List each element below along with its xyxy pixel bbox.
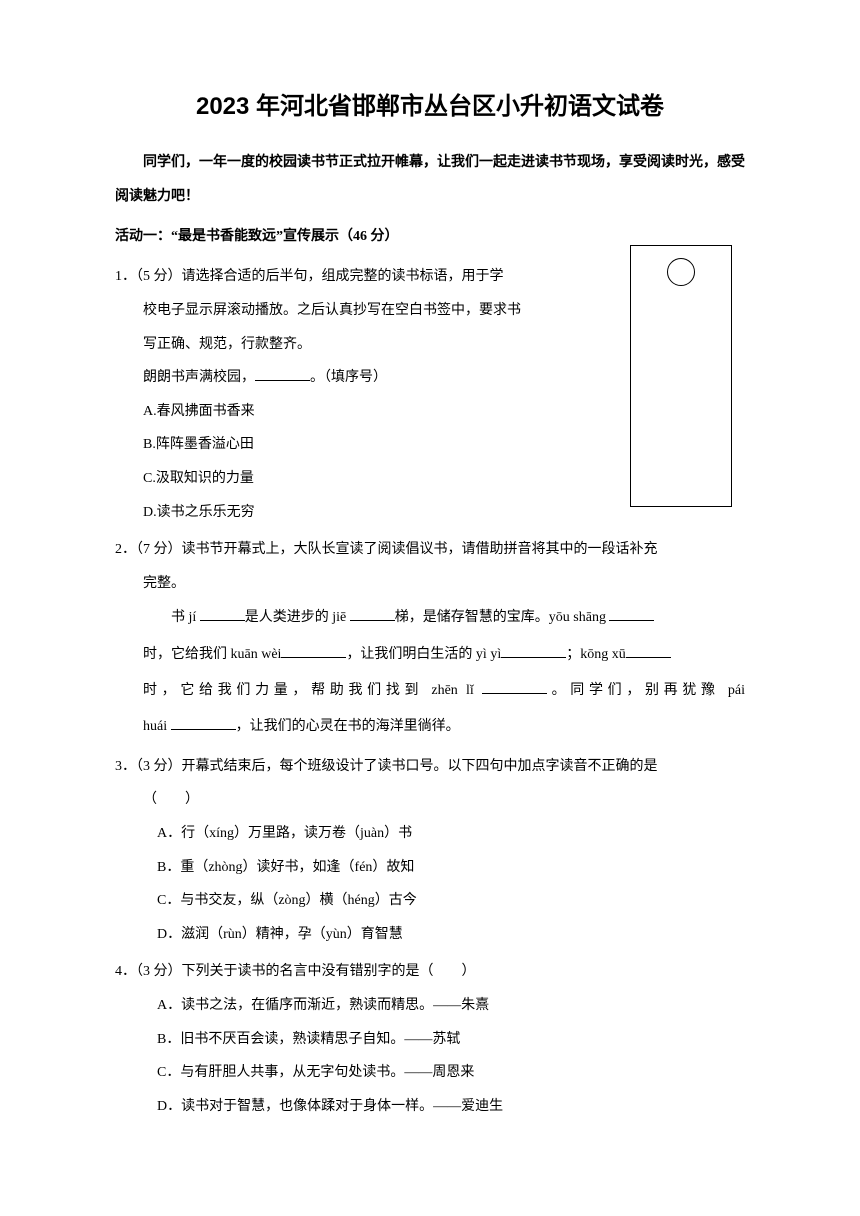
q4-points: （3 分） xyxy=(136,964,182,979)
q4-optA: A．读书之法，在循序而渐近，熟读而精思。——朱熹 xyxy=(115,989,745,1023)
q2-f1c: 梯，是储存智慧的宝库。yōu shāng xyxy=(395,610,610,625)
blank-input[interactable] xyxy=(255,364,310,381)
q4-optB: B．旧书不厌百会读，熟读精思子自知。——苏轼 xyxy=(115,1023,745,1057)
q2-fill4: huái ，让我们的心灵在书的海洋里徜徉。 xyxy=(115,709,745,745)
q2-f4b: ，让我们的心灵在书的海洋里徜徉。 xyxy=(236,719,460,734)
q1-points: （5 分） xyxy=(136,269,182,284)
blank-input[interactable] xyxy=(501,641,566,658)
q2-fill3: 时，它给我们力量，帮助我们找到 zhēn lǐ 。同学们，别再犹豫 pái xyxy=(115,673,745,709)
q4-optD: D．读书对于智慧，也像体蹂对于身体一样。——爱迪生 xyxy=(115,1090,745,1124)
page-title: 2023 年河北省邯郸市丛台区小升初语文试卷 xyxy=(115,88,745,126)
bookmark-hole-icon xyxy=(667,258,695,286)
q1-text1: 请选择合适的后半句，组成完整的读书标语，用于学 xyxy=(182,269,504,284)
blank-input[interactable] xyxy=(626,641,671,658)
blank-input[interactable] xyxy=(281,641,346,658)
q2-f1a: 书 jí xyxy=(171,610,200,625)
blank-input[interactable] xyxy=(350,605,395,622)
question-2: 2．（7 分）读书节开幕式上，大队长宣读了阅读倡议书，请借助拼音将其中的一段话补… xyxy=(115,533,745,746)
q2-f3a: 时，它给我们力量，帮助我们找到 zhēn lǐ xyxy=(143,683,482,698)
blank-input[interactable] xyxy=(482,677,547,694)
q3-num: 3． xyxy=(115,759,136,774)
q3-line1: 3．（3 分）开幕式结束后，每个班级设计了读书口号。以下四句中加点字读音不正确的… xyxy=(115,750,745,784)
question-3: 3．（3 分）开幕式结束后，每个班级设计了读书口号。以下四句中加点字读音不正确的… xyxy=(115,750,745,952)
q2-fill2: 时，它给我们 kuān wèi ，让我们明白生活的 yì yì ；kōng xū xyxy=(115,637,745,673)
intro-paragraph: 同学们，一年一度的校园读书节正式拉开帷幕，让我们一起走进读书节现场，享受阅读时光… xyxy=(115,146,745,213)
q3-optA: A．行（xíng）万里路，读万卷（juàn）书 xyxy=(115,817,745,851)
q3-optC: C．与书交友，纵（zòng）横（héng）古今 xyxy=(115,884,745,918)
q2-f2c: ；kōng xū xyxy=(566,647,626,662)
question-4: 4．（3 分）下列关于读书的名言中没有错别字的是（ ） A．读书之法，在循序而渐… xyxy=(115,955,745,1123)
q2-f4a: huái xyxy=(143,719,171,734)
q2-num: 2． xyxy=(115,542,136,557)
q1-hint: 。（填序号） xyxy=(310,370,387,385)
q2-text1: 读书节开幕式上，大队长宣读了阅读倡议书，请借助拼音将其中的一段话补充 xyxy=(182,542,658,557)
q3-text1: 开幕式结束后，每个班级设计了读书口号。以下四句中加点字读音不正确的是 xyxy=(182,759,658,774)
q2-line1: 2．（7 分）读书节开幕式上，大队长宣读了阅读倡议书，请借助拼音将其中的一段话补… xyxy=(115,533,745,567)
q3-line2: （ ） xyxy=(115,783,745,817)
blank-input[interactable] xyxy=(200,605,245,622)
q4-text1: 下列关于读书的名言中没有错别字的是（ ） xyxy=(182,964,476,979)
q3-points: （3 分） xyxy=(136,759,182,774)
q2-f2b: ，让我们明白生活的 yì yì xyxy=(346,647,501,662)
q1-num: 1． xyxy=(115,269,136,284)
q4-optC: C．与有肝胆人共事，从无字句处读书。——周恩来 xyxy=(115,1056,745,1090)
blank-input[interactable] xyxy=(171,714,236,731)
q4-num: 4． xyxy=(115,964,136,979)
q2-points: （7 分） xyxy=(136,542,182,557)
q2-f1b: 是人类进步的 jiē xyxy=(245,610,350,625)
bookmark-box xyxy=(630,245,732,507)
q4-line1: 4．（3 分）下列关于读书的名言中没有错别字的是（ ） xyxy=(115,955,745,989)
q3-optB: B．重（zhòng）读好书，如逢（fén）故知 xyxy=(115,851,745,885)
q3-optD: D．滋润（rùn）精神，孕（yùn）育智慧 xyxy=(115,918,745,952)
blank-input[interactable] xyxy=(609,605,654,622)
q2-f3b: 。同学们，别再犹豫 pái xyxy=(547,683,745,698)
q1-prompt-text: 朗朗书声满校园， xyxy=(143,370,255,385)
q2-line2: 完整。 xyxy=(115,567,745,601)
q2-f2a: 时，它给我们 kuān wèi xyxy=(143,647,281,662)
q2-fill1: 书 jí 是人类进步的 jiē 梯，是储存智慧的宝库。yōu shāng xyxy=(115,600,745,636)
